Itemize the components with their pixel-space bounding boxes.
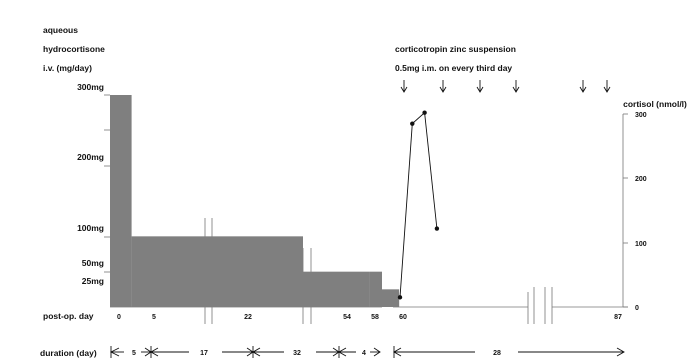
left-title-line-3: i.v. (mg/day) — [43, 63, 92, 73]
right-axis-title: cortisol (nmol/l) — [623, 99, 687, 109]
duration-arrows — [109, 346, 625, 358]
cortisol-point-1 — [397, 295, 403, 300]
x-tick-54: 54 — [343, 314, 351, 321]
duration-32: 32 — [293, 350, 301, 357]
injection-arrow-3 — [476, 80, 484, 93]
duration-4: 4 — [362, 350, 366, 357]
injection-arrow-1 — [400, 80, 408, 93]
cortisol-point-2 — [410, 121, 415, 126]
dose-label-200mg: 200mg — [77, 152, 104, 162]
right-title-line-2: 0.5mg i.m. on every third day — [395, 63, 512, 73]
left-tick-marks — [104, 94, 110, 273]
cortisol-point-4 — [434, 226, 440, 231]
dose-label-50mg: 50mg — [82, 258, 104, 268]
left-title-line-2: hydrocortisone — [43, 44, 105, 54]
dose-bar-4 — [303, 271, 370, 307]
x-tick-0: 0 — [117, 314, 121, 321]
dose-bar-6 — [382, 289, 400, 307]
dose-bar-2 — [131, 236, 205, 307]
x-tick-58: 58 — [371, 314, 379, 321]
dose-label-25mg: 25mg — [82, 276, 104, 286]
right-title-line-1: corticotropin zinc suspension — [395, 44, 516, 54]
x-tick-60: 60 — [399, 314, 407, 321]
right-axis-ticks — [623, 113, 628, 308]
injection-arrow-2 — [439, 80, 447, 93]
cortisol-point-3 — [422, 110, 427, 115]
duration-28: 28 — [493, 350, 501, 357]
right-tick-300: 300 — [635, 112, 647, 119]
duration-17: 17 — [200, 350, 208, 357]
x-tick-5: 5 — [152, 314, 156, 321]
x-axis-title: post-op. day — [43, 311, 94, 321]
right-tick-100: 100 — [635, 241, 647, 248]
right-tick-200: 200 — [635, 176, 647, 183]
dose-bar-3 — [205, 236, 303, 307]
dose-label-100mg: 100mg — [77, 223, 104, 233]
injection-arrow-4 — [512, 80, 520, 93]
duration-title: duration (day) — [40, 348, 97, 358]
right-tick-0: 0 — [635, 305, 639, 312]
cortisol-line — [399, 111, 438, 298]
cortisol-series — [397, 110, 440, 300]
duration-5: 5 — [132, 350, 136, 357]
injection-arrows — [400, 80, 611, 93]
dose-bar-5 — [369, 271, 382, 307]
injection-arrow-6 — [603, 80, 611, 93]
hydrocortisone-bars — [110, 95, 400, 307]
dose-bar-1 — [110, 95, 132, 307]
injection-arrow-5 — [579, 80, 587, 93]
x-tick-87: 87 — [614, 314, 622, 321]
left-title-line-1: aqueous — [43, 25, 78, 35]
x-tick-22: 22 — [244, 314, 252, 321]
dose-label-300mg: 300mg — [77, 82, 104, 92]
